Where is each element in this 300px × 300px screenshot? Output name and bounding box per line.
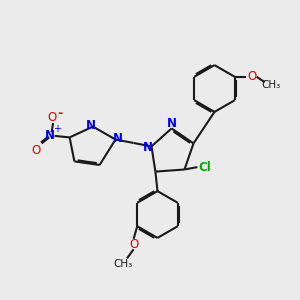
Text: N: N <box>45 129 55 142</box>
Text: +: + <box>53 124 61 134</box>
Text: N: N <box>167 117 177 130</box>
Text: O: O <box>32 143 41 157</box>
Text: N: N <box>142 141 153 154</box>
Text: O: O <box>247 70 256 83</box>
Text: O: O <box>129 238 138 251</box>
Text: CH₃: CH₃ <box>261 80 280 90</box>
Text: N: N <box>113 131 123 145</box>
Text: N: N <box>85 118 96 132</box>
Text: -: - <box>57 107 62 120</box>
Text: CH₃: CH₃ <box>113 259 133 269</box>
Text: O: O <box>47 111 56 124</box>
Text: Cl: Cl <box>198 160 211 174</box>
